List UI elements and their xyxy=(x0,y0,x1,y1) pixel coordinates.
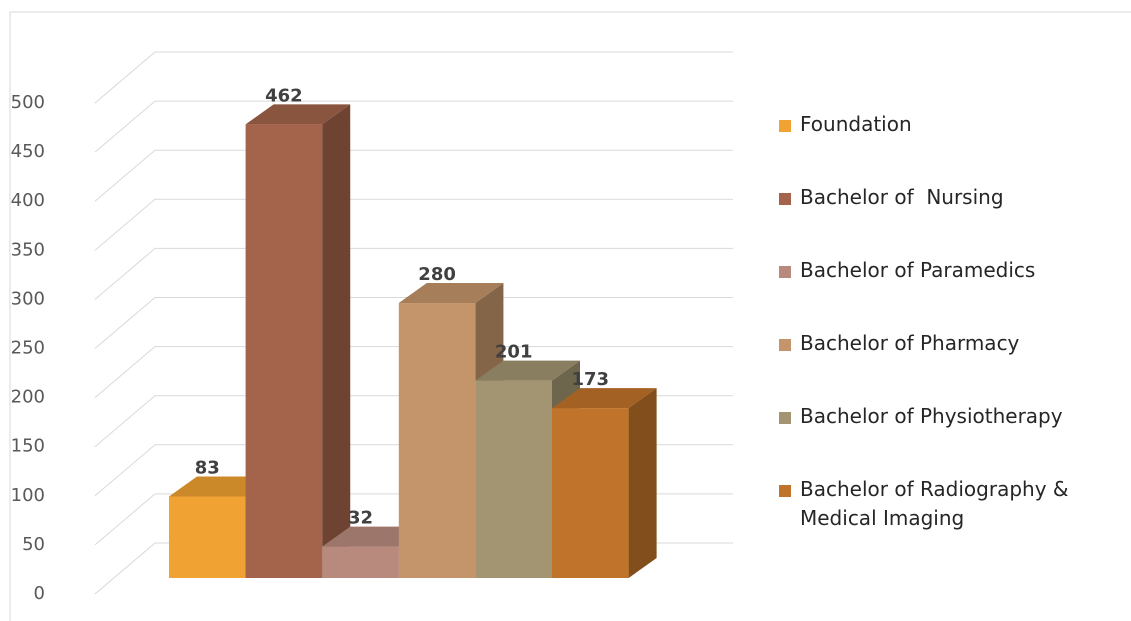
y-tick-label: 100 xyxy=(11,485,45,506)
data-label: 280 xyxy=(418,264,456,285)
legend-item: Foundation xyxy=(776,110,1116,183)
legend-label: Bachelor of Paramedics xyxy=(800,258,1036,282)
legend-swatch xyxy=(779,266,791,278)
chart-border xyxy=(9,11,1131,621)
legend-item: Bachelor of Radiography & Medical Imagin… xyxy=(776,475,1116,548)
grid-line xyxy=(94,100,733,153)
y-tick-label: 50 xyxy=(22,534,45,555)
bar-top-shade xyxy=(245,104,351,125)
legend-label: Bachelor of Radiography & Medical Imagin… xyxy=(800,477,1075,530)
y-tick-label: 250 xyxy=(11,338,45,359)
legend-swatch xyxy=(779,120,791,132)
data-label: 83 xyxy=(195,457,220,478)
bar-top xyxy=(398,283,504,304)
bar xyxy=(169,496,246,578)
y-tick-label: 500 xyxy=(11,92,45,113)
legend-label: Bachelor of Nursing xyxy=(800,185,1004,209)
y-tick-label: 200 xyxy=(11,387,45,408)
bar xyxy=(475,380,552,578)
legend-swatch xyxy=(779,193,791,205)
legend-item: Bachelor of Paramedics xyxy=(776,256,1116,329)
legend-item: Bachelor of Nursing xyxy=(776,183,1116,256)
bar-top xyxy=(475,360,580,381)
bar-side xyxy=(322,104,351,578)
y-tick-label: 300 xyxy=(11,288,45,309)
y-tick-label: 150 xyxy=(11,436,45,457)
bar xyxy=(398,303,476,578)
legend-swatch xyxy=(779,339,791,351)
y-tick-label: 0 xyxy=(34,583,45,604)
grid-line xyxy=(94,198,733,251)
bar-side-shade xyxy=(628,388,657,578)
y-tick-label: 450 xyxy=(11,141,45,162)
y-tick-label: 400 xyxy=(11,190,45,211)
legend: Foundation Bachelor of Nursing Bachelor of… xyxy=(776,110,1116,548)
grid-line xyxy=(94,247,733,300)
legend-label: Foundation xyxy=(800,112,912,136)
data-label: 32 xyxy=(348,508,373,529)
bar xyxy=(245,124,323,578)
data-label: 462 xyxy=(265,85,303,106)
bar-top-shade xyxy=(398,283,504,304)
bar-top-shade xyxy=(475,360,580,381)
grid-line xyxy=(94,51,733,104)
bar xyxy=(552,408,629,578)
grid-line xyxy=(94,297,733,349)
data-label: 173 xyxy=(572,369,610,390)
grid-line xyxy=(94,346,733,398)
legend-swatch xyxy=(779,412,791,424)
bar-top-shade xyxy=(552,388,657,409)
bar-top xyxy=(552,388,657,409)
data-label: 201 xyxy=(495,342,533,363)
legend-item: Bachelor of Pharmacy xyxy=(776,329,1116,402)
bar-side-shade xyxy=(322,104,351,578)
legend-swatch xyxy=(779,485,791,497)
bar-top xyxy=(245,104,351,125)
legend-label: Bachelor of Physiotherapy xyxy=(800,404,1063,428)
bar-side xyxy=(628,388,657,578)
bar xyxy=(322,546,399,578)
y-tick-label: 350 xyxy=(11,239,45,260)
grid-line xyxy=(94,149,733,202)
legend-item: Bachelor of Physiotherapy xyxy=(776,402,1116,475)
legend-label: Bachelor of Pharmacy xyxy=(800,331,1020,355)
